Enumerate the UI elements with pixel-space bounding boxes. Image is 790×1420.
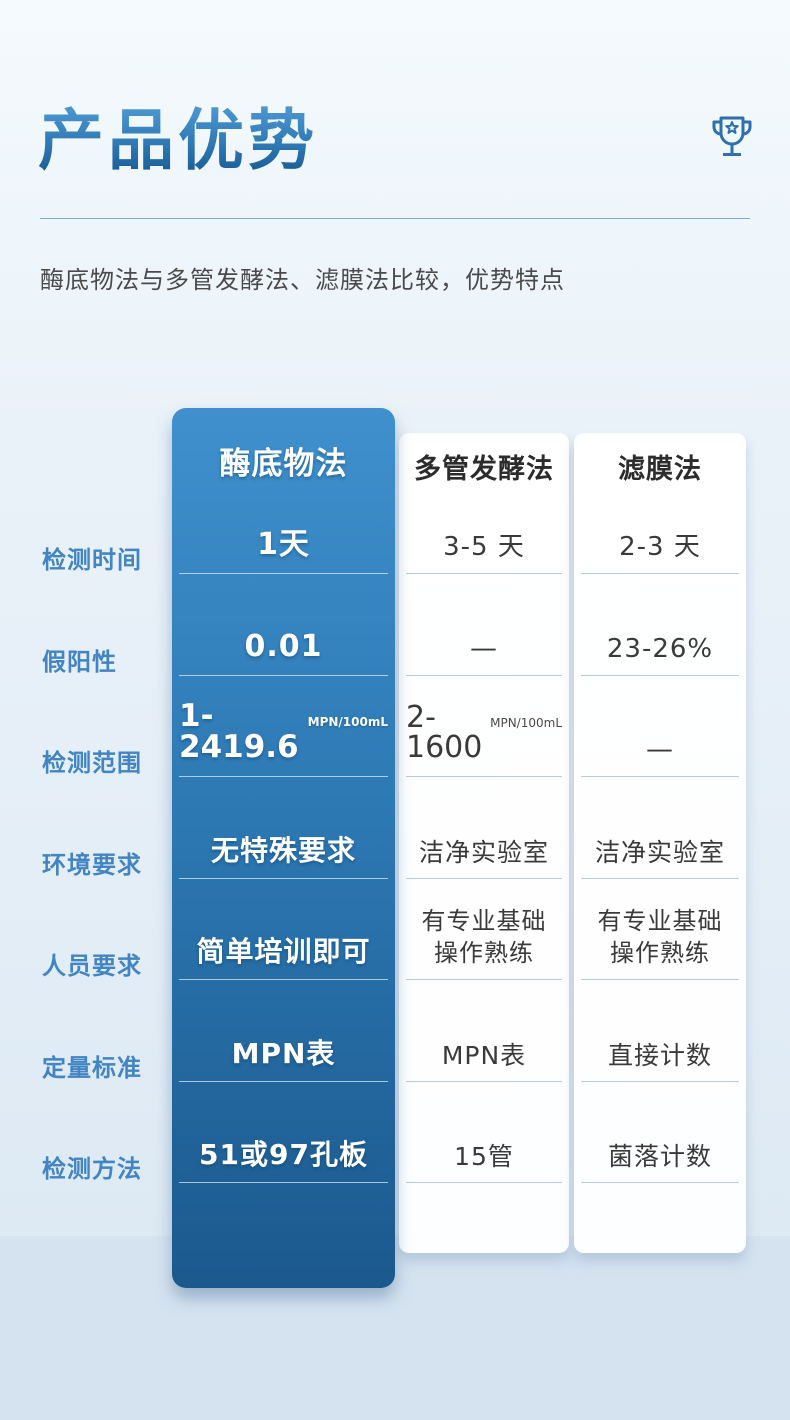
- table-cell: 2-3 天: [574, 505, 746, 574]
- row-label: 检测方法: [42, 1155, 142, 1183]
- page-title: 产品优势: [38, 105, 318, 178]
- row-label: 环境要求: [42, 850, 142, 879]
- column-card-enzyme-substrate: 酶底物法 1天 0.01 1-2419.6 MPN/100mL 无特殊要求 简单培…: [172, 408, 395, 1288]
- unit-label: MPN/100mL: [307, 715, 388, 729]
- table-cell: 23-26%: [574, 574, 746, 676]
- title-divider: [40, 218, 750, 219]
- row-label: 检测范围: [42, 749, 142, 777]
- row-label: 检测时间: [42, 546, 142, 574]
- table-cell: 1天: [172, 505, 395, 574]
- row-label: 人员要求: [42, 952, 142, 980]
- table-cell: 无特殊要求: [172, 777, 395, 879]
- table-cell: 简单培训即可: [172, 879, 395, 980]
- table-cell: 菌落计数: [574, 1082, 746, 1183]
- table-cell: 直接计数: [574, 980, 746, 1082]
- column-header: 酶底物法: [219, 446, 348, 482]
- table-cell: 1-2419.6 MPN/100mL: [172, 676, 395, 777]
- table-cell: 洁净实验室: [399, 777, 569, 879]
- table-cell: 51或97孔板: [172, 1082, 395, 1183]
- column-card-multiple-tube: 多管发酵法 3-5 天 — 2-1600 MPN/100mL 洁净实验室 有专业基…: [399, 433, 569, 1253]
- column-card-membrane-filter: 滤膜法 2-3 天 23-26% — 洁净实验室 有专业基础 操作熟练 直接计数 …: [574, 433, 746, 1253]
- page-subtitle: 酶底物法与多管发酵法、滤膜法比较，优势特点: [40, 266, 565, 294]
- table-cell: MPN表: [172, 980, 395, 1082]
- table-cell: 3-5 天: [399, 505, 569, 574]
- row-label: 假阳性: [42, 647, 117, 676]
- table-cell: 有专业基础 操作熟练: [574, 879, 746, 980]
- row-label-column: 检测时间 假阳性 检测范围 环境要求 人员要求 定量标准 检测方法: [42, 505, 177, 1183]
- table-cell: —: [574, 676, 746, 777]
- table-cell: —: [399, 574, 569, 676]
- table-cell: 15管: [399, 1082, 569, 1183]
- background-lower-band: [0, 1236, 790, 1420]
- table-cell: MPN表: [399, 980, 569, 1082]
- unit-label: MPN/100mL: [490, 716, 562, 730]
- row-label: 定量标准: [42, 1053, 142, 1082]
- table-cell: 2-1600 MPN/100mL: [399, 676, 569, 777]
- table-cell: 0.01: [172, 574, 395, 676]
- trophy-icon: [712, 116, 752, 156]
- table-cell: 洁净实验室: [574, 777, 746, 879]
- table-cell: 有专业基础 操作熟练: [399, 879, 569, 980]
- column-header: 多管发酵法: [414, 453, 554, 485]
- column-header: 滤膜法: [618, 453, 702, 485]
